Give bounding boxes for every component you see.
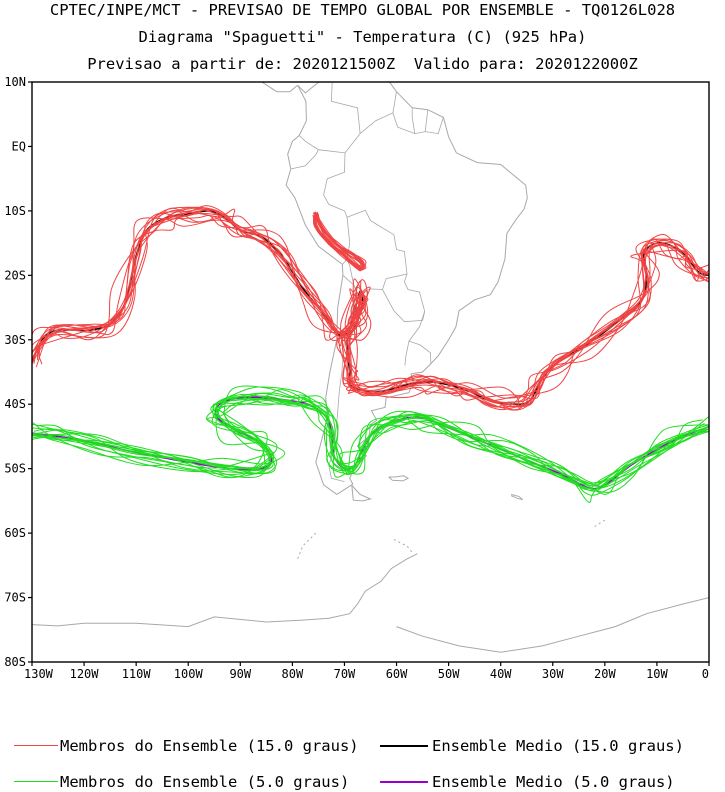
- legend-label: Membros do Ensemble (5.0 graus): [60, 773, 350, 791]
- x-tick-label: 40W: [490, 667, 512, 681]
- country-border: [290, 149, 319, 170]
- x-tick-label: 80W: [282, 667, 304, 681]
- ensemble-medio-15-0-graus: [314, 213, 365, 270]
- contour-layer: [32, 205, 709, 503]
- membros-do-ensemble-5-0-graus-member-12: [33, 398, 709, 487]
- x-tick-label: 50W: [438, 667, 460, 681]
- y-tick-label: 20S: [4, 268, 26, 282]
- plot-frame: [31, 81, 710, 663]
- chart-title-line-2: Diagrama "Spaguetti" - Temperatura (C) (…: [138, 28, 587, 46]
- x-tick-label: 0: [702, 667, 709, 681]
- x-tick-label: 120W: [70, 667, 100, 681]
- legend-label: Membros do Ensemble (15.0 graus): [60, 737, 359, 755]
- legend-label: Ensemble Medio (5.0 graus): [432, 773, 675, 791]
- y-tick-label: 60S: [4, 526, 26, 540]
- membros-do-ensemble-15-0-graus-member-13: [314, 212, 364, 271]
- country-border: [424, 109, 429, 132]
- weddell-coastline: [396, 597, 709, 653]
- x-tick-label: 20W: [594, 667, 616, 681]
- membros-do-ensemble-15-0-graus-member-9: [32, 214, 709, 401]
- legend-swatch: [380, 745, 428, 747]
- y-tick-label: EQ: [12, 139, 26, 153]
- x-tick-label: 70W: [334, 667, 356, 681]
- island-group: [297, 532, 317, 560]
- legend-label: Ensemble Medio (15.0 graus): [432, 737, 684, 755]
- country-border: [404, 340, 432, 366]
- membros-do-ensemble-15-0-graus-member-9: [314, 211, 364, 271]
- country-border: [298, 135, 346, 154]
- membros-do-ensemble-5-0-graus-member-8: [32, 397, 709, 487]
- tierra-del-fuego: [351, 485, 373, 502]
- country-border: [408, 311, 426, 342]
- membros-do-ensemble-15-0-graus-member-1: [32, 209, 709, 407]
- y-tick-label: 70S: [4, 591, 26, 605]
- membros-do-ensemble-15-0-graus-member-14: [313, 212, 364, 269]
- y-tick-label: 10S: [4, 204, 26, 218]
- island-group: [393, 539, 413, 553]
- south-america-coastline: [285, 82, 528, 496]
- membros-do-ensemble-5-0-graus-member-10: [37, 386, 703, 503]
- membros-do-ensemble-15-0-graus-member-2: [33, 206, 709, 411]
- membros-do-ensemble-5-0-graus-member-9: [32, 389, 709, 495]
- x-tick-label: 100W: [174, 667, 204, 681]
- central-america-coastline: [261, 82, 298, 93]
- legend-swatch: [380, 781, 428, 783]
- x-tick-label: 60W: [386, 667, 408, 681]
- membros-do-ensemble-15-0-graus-member-12: [32, 207, 705, 411]
- y-tick-label: 40S: [4, 397, 26, 411]
- country-border: [392, 112, 444, 135]
- country-border: [323, 82, 361, 265]
- country-border: [382, 273, 426, 323]
- membros-do-ensemble-15-0-graus-member-13: [38, 207, 709, 409]
- x-tick-label: 90W: [229, 667, 251, 681]
- y-tick-label: 10N: [4, 75, 26, 89]
- legend-swatch: [14, 781, 58, 782]
- membros-do-ensemble-15-0-graus-member-6: [32, 208, 709, 406]
- map-layer: [32, 82, 709, 653]
- membros-do-ensemble-5-0-graus-member-7: [36, 396, 706, 487]
- y-tick-label: 50S: [4, 462, 26, 476]
- legend-swatch: [14, 745, 58, 746]
- membros-do-ensemble-15-0-graus-member-7: [315, 213, 365, 271]
- membros-do-ensemble-5-0-graus-member-13: [33, 397, 706, 484]
- country-border: [359, 91, 397, 134]
- country-border: [411, 107, 416, 134]
- x-tick-label: 130W: [24, 667, 54, 681]
- membros-do-ensemble-15-0-graus-member-10: [36, 212, 703, 408]
- falklands-islands: [388, 475, 410, 482]
- chart-title-line-1: CPTEC/INPE/MCT - PREVISAO DE TEMPO GLOBA…: [49, 1, 676, 19]
- x-tick-label: 110W: [122, 667, 152, 681]
- x-tick-label: 10W: [646, 667, 668, 681]
- membros-do-ensemble-5-0-graus-member-4: [35, 392, 705, 489]
- y-tick-label: 80S: [4, 655, 26, 669]
- south-georgia-island: [510, 493, 523, 501]
- membros-do-ensemble-5-0-graus-member-14: [32, 392, 709, 493]
- y-tick-label: 30S: [4, 333, 26, 347]
- membros-do-ensemble-15-0-graus-member-14: [32, 212, 709, 402]
- island-group: [594, 519, 606, 528]
- x-tick-label: 30W: [542, 667, 564, 681]
- antarctic-peninsula-coastline: [32, 553, 418, 628]
- chart-title-line-3: Previsao a partir de: 2020121500Z Valido…: [87, 55, 638, 73]
- membros-do-ensemble-15-0-graus-member-2: [313, 212, 365, 271]
